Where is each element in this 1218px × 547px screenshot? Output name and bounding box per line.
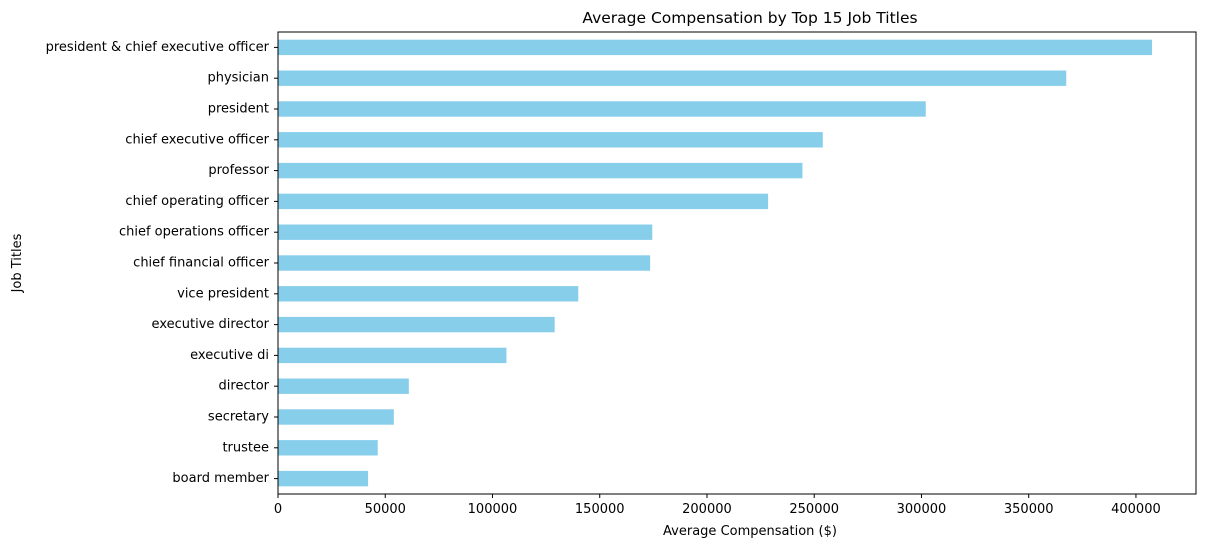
x-tick-label: 100000 <box>468 502 518 517</box>
y-tick-label: chief operating officer <box>125 194 269 209</box>
bar <box>278 39 1153 56</box>
y-tick-label: vice president <box>177 286 269 301</box>
bars-group <box>278 39 1153 487</box>
bar <box>278 224 653 240</box>
bar <box>278 409 394 425</box>
bar <box>278 347 507 364</box>
x-tick-label: 200000 <box>682 502 732 517</box>
bar <box>278 193 769 210</box>
y-tick-label: executive director <box>152 317 270 332</box>
x-tick-label: 350000 <box>1004 502 1054 517</box>
x-tick-label: 150000 <box>575 502 625 517</box>
chart-title: Average Compensation by Top 15 Job Title… <box>582 9 917 27</box>
bar <box>278 316 555 333</box>
plot-area-frame <box>277 31 1197 495</box>
bar <box>278 470 369 487</box>
bar <box>278 255 651 271</box>
y-tick-label: executive di <box>190 348 269 363</box>
y-tick-label: president & chief executive officer <box>46 40 270 55</box>
y-tick-label: board member <box>172 471 269 486</box>
bar <box>278 162 803 179</box>
bar <box>278 378 409 394</box>
bar <box>278 286 579 302</box>
y-tick-label: president <box>208 102 269 117</box>
x-axis-label: Average Compensation ($) <box>663 524 837 539</box>
y-tick-label: chief operations officer <box>119 225 270 240</box>
x-tick-label: 50000 <box>365 502 406 517</box>
x-tick-label: 0 <box>274 502 282 517</box>
y-tick-label: director <box>219 379 270 394</box>
y-tick-label: professor <box>208 163 269 178</box>
x-tick-label: 250000 <box>789 502 839 517</box>
y-tick-label: chief financial officer <box>133 256 269 271</box>
x-tick-label: 300000 <box>897 502 947 517</box>
y-tick-label: physician <box>207 71 269 86</box>
y-tick-label: secretary <box>208 410 269 425</box>
bar <box>278 440 378 456</box>
x-tick-label: 400000 <box>1111 502 1161 517</box>
bar <box>278 101 926 117</box>
x-axis-ticks: 0 50000 100000 150000 200000 250000 300000 3500… <box>274 494 1161 517</box>
bar <box>278 70 1067 86</box>
y-tick-label: trustee <box>222 440 269 455</box>
y-axis-ticks: president & chief executive officer physi… <box>46 40 278 486</box>
y-tick-label: chief executive officer <box>125 132 269 147</box>
y-axis-label: Job Titles <box>10 233 25 293</box>
bar <box>278 132 823 148</box>
